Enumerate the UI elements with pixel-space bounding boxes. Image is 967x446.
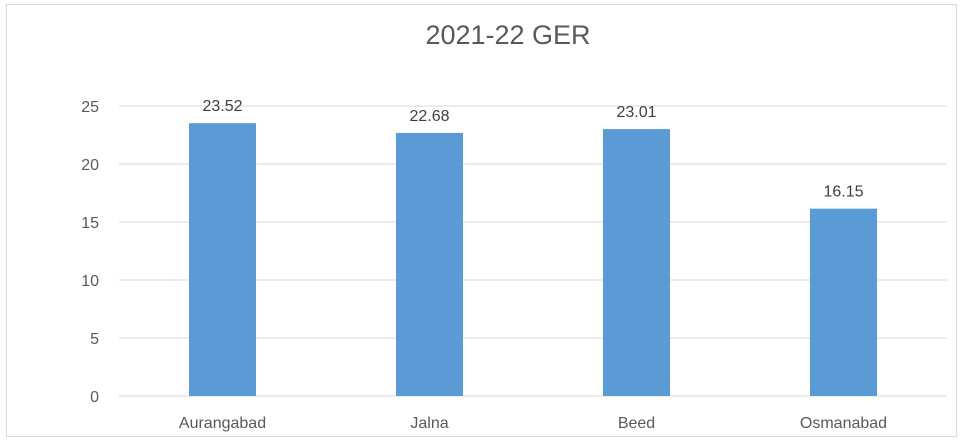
x-axis-ticks: Aurangabad Jalna Beed Osmanabad (179, 415, 887, 432)
x-tick-label-beed: Beed (618, 415, 655, 432)
bar-aurangabad (189, 123, 256, 396)
x-tick-label-aurangabad: Aurangabad (179, 415, 266, 432)
y-axis-ticks: 0 5 10 15 20 25 (81, 99, 99, 406)
x-tick-label-osmanabad: Osmanabad (800, 415, 887, 432)
chart-title: 2021-22 GER (425, 20, 590, 50)
data-label-jalna: 22.68 (409, 108, 449, 125)
bar-beed (603, 129, 670, 397)
y-tick-label-15: 15 (81, 215, 99, 232)
data-label-aurangabad: 23.52 (202, 98, 242, 115)
chart-frame: 2021-22 GER 0 5 10 15 20 25 23.52 22.68 23.01 16… (6, 4, 957, 437)
bar-chart: 2021-22 GER 0 5 10 15 20 25 23.52 22.68 23.01 16… (81, 20, 947, 432)
data-labels: 23.52 22.68 23.01 16.15 (202, 98, 863, 200)
bar-jalna (396, 132, 463, 397)
y-tick-label-10: 10 (81, 273, 99, 290)
x-tick-label-jalna: Jalna (410, 415, 448, 432)
y-tick-label-25: 25 (81, 99, 99, 116)
y-tick-label-0: 0 (90, 389, 99, 406)
bar-osmanabad (810, 208, 877, 396)
y-tick-label-5: 5 (90, 331, 99, 348)
data-label-osmanabad: 16.15 (823, 184, 863, 201)
gridlines (119, 105, 947, 397)
y-tick-label-20: 20 (81, 157, 99, 174)
data-label-beed: 23.01 (616, 104, 656, 121)
bars (189, 123, 877, 397)
